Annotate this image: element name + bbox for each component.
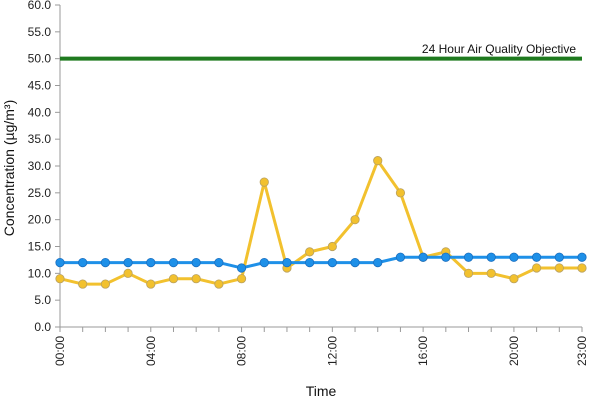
y-tick-label: 0.0 (34, 320, 51, 334)
x-tick-label: 23:00 (575, 336, 589, 366)
series-1-point (509, 252, 519, 262)
x-tick-label: 04:00 (144, 336, 158, 366)
series-1-point (259, 257, 269, 268)
series-1-point (191, 257, 201, 268)
reference-line-group: 24 Hour Air Quality Objective (60, 42, 582, 61)
axes: 0.0 5.0 10.0 15.0 20.0 25.0 30.0 35.0 40.0 45.0 50… (28, 0, 589, 366)
series-1-point (395, 252, 406, 262)
y-tick-label: 45.0 (28, 79, 52, 93)
x-tick-label: 16:00 (416, 336, 430, 366)
x-tick-label: 08:00 (235, 336, 249, 366)
series-2-point (305, 247, 315, 257)
y-tick-label: 25.0 (28, 186, 52, 200)
series-1-point (373, 257, 383, 268)
series-2-point (214, 279, 224, 289)
series-1-point (236, 263, 247, 273)
series-2-point (236, 274, 247, 284)
series-1-point (282, 257, 292, 268)
series-1-point (350, 257, 360, 268)
series-1-point (327, 257, 337, 268)
series-2-point (259, 177, 269, 187)
series-1-point (146, 257, 156, 268)
y-tick-label: 50.0 (28, 52, 52, 66)
series-1-point (305, 257, 315, 268)
y-tick-label: 15.0 (28, 240, 52, 254)
series-2-line (59, 159, 582, 286)
series-2-group (55, 156, 587, 289)
y-tick-label: 40.0 (28, 105, 52, 119)
series-1-point (168, 257, 179, 268)
series-1-point (554, 252, 564, 262)
series-1-point (463, 252, 474, 262)
series-2-point (554, 263, 564, 273)
y-tick-label: 5.0 (34, 293, 51, 307)
series-2-point (123, 268, 133, 278)
series-2-point (168, 274, 179, 284)
series-2-point (191, 274, 201, 284)
series-2-point (577, 263, 587, 273)
series-1-point (486, 252, 496, 262)
y-tick-label: 35.0 (28, 132, 52, 146)
series-1-point (441, 252, 451, 262)
series-1-point (123, 257, 133, 268)
series-1-point (78, 257, 88, 268)
y-tick-label: 30.0 (28, 159, 52, 173)
series-1-point (577, 252, 587, 262)
reference-line-label: 24 Hour Air Quality Objective (422, 42, 576, 56)
y-tick-label: 55.0 (28, 25, 52, 39)
x-tick-label: 00:00 (53, 336, 67, 366)
series-2-point (78, 279, 88, 289)
series-2-point (146, 279, 156, 289)
x-tick-label: 20:00 (507, 336, 521, 366)
series-2-point (486, 268, 496, 278)
series-1-group (55, 252, 587, 273)
series-2-point (55, 274, 65, 284)
series-2-point (395, 188, 406, 198)
series-1-point (100, 257, 110, 268)
y-tick-label: 20.0 (28, 213, 52, 227)
series-1-point (532, 252, 542, 262)
series-1-line (60, 255, 582, 270)
x-tick-label: 12:00 (325, 336, 339, 366)
x-axis-title: Time (306, 383, 337, 399)
series-2-point (463, 268, 474, 278)
series-2-point (373, 156, 383, 166)
series-2-point (509, 274, 519, 284)
series-2-point (327, 241, 337, 252)
y-axis-title: Concentration (µg/m³) (1, 100, 17, 236)
series-1-point (418, 252, 428, 262)
y-tick-label: 10.0 (28, 266, 52, 280)
series-2-point (100, 279, 110, 289)
y-tick-label: 60.0 (28, 0, 52, 12)
series-1-point (214, 257, 224, 268)
series-2-point (532, 263, 542, 273)
series-1-point (55, 257, 65, 268)
series-group (55, 156, 587, 289)
series-2-point (350, 215, 360, 225)
